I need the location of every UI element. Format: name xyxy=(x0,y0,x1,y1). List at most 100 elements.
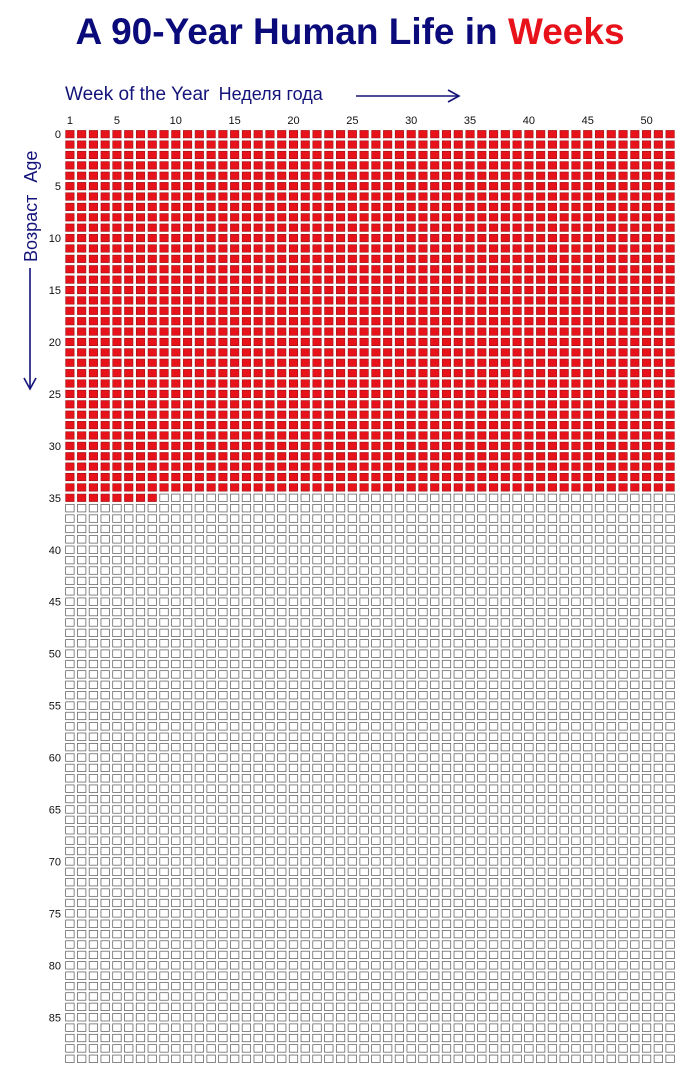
week-cell-lived xyxy=(653,265,663,274)
week-cell-lived xyxy=(300,472,310,482)
week-cell-remaining xyxy=(524,670,534,679)
week-cell-remaining xyxy=(288,971,299,980)
week-cell-remaining xyxy=(347,867,357,876)
week-cell-lived xyxy=(418,358,428,367)
week-cell-remaining xyxy=(135,524,146,534)
week-cell-remaining xyxy=(453,670,463,679)
week-cell-remaining xyxy=(359,1002,369,1011)
week-cell-lived xyxy=(665,421,675,430)
week-cell-remaining xyxy=(112,930,122,939)
week-cell-remaining xyxy=(265,805,275,814)
week-cell-lived xyxy=(218,421,228,430)
week-cell-remaining xyxy=(359,1033,369,1043)
week-cell-lived xyxy=(394,389,404,398)
week-cell-remaining xyxy=(547,763,558,773)
week-cell-remaining xyxy=(230,691,240,700)
week-cell-remaining xyxy=(253,576,263,586)
week-cell-remaining xyxy=(630,639,640,648)
week-cell-lived xyxy=(171,400,181,409)
week-cell-lived xyxy=(230,317,240,326)
week-cell-remaining xyxy=(465,711,475,721)
week-cell-remaining xyxy=(618,1054,628,1063)
week-cell-lived xyxy=(512,150,522,160)
week-cell-remaining xyxy=(406,659,416,669)
week-cell-remaining xyxy=(347,898,357,908)
week-cell-lived xyxy=(394,234,404,243)
week-cell-remaining xyxy=(288,587,299,596)
week-cell-remaining xyxy=(359,930,369,939)
week-cell-lived xyxy=(406,327,416,336)
week-cell-remaining xyxy=(641,556,652,565)
week-cell-remaining xyxy=(159,493,169,502)
week-cell-remaining xyxy=(547,732,558,741)
week-cell-remaining xyxy=(218,649,228,658)
week-cell-remaining xyxy=(277,961,287,970)
week-cell-lived xyxy=(594,213,605,222)
week-cell-remaining xyxy=(618,1002,628,1011)
week-cell-remaining xyxy=(312,701,322,710)
week-cell-remaining xyxy=(241,711,252,721)
week-cell-remaining xyxy=(500,981,510,991)
week-cell-lived xyxy=(571,171,581,180)
week-cell-lived xyxy=(230,130,240,139)
week-cell-remaining xyxy=(265,898,275,908)
week-cell-lived xyxy=(453,452,463,461)
week-cell-remaining xyxy=(171,815,181,824)
week-cell-remaining xyxy=(253,1054,263,1063)
week-cell-remaining xyxy=(536,701,546,710)
week-cell-lived xyxy=(653,410,663,419)
week-cell-remaining xyxy=(77,649,87,658)
week-cell-lived xyxy=(547,421,557,430)
week-cell-remaining xyxy=(100,898,110,908)
week-cell-remaining xyxy=(630,774,640,783)
week-cell-remaining xyxy=(583,992,593,1001)
week-cell-remaining xyxy=(594,701,605,710)
week-cell-remaining xyxy=(465,919,475,928)
week-cell-lived xyxy=(642,130,652,139)
week-cell-lived xyxy=(500,213,510,222)
week-cell-remaining xyxy=(653,1002,663,1011)
week-cell-lived xyxy=(100,254,110,263)
week-cell-lived xyxy=(324,223,334,232)
week-cell-remaining xyxy=(512,981,522,991)
week-cell-remaining xyxy=(606,711,616,721)
week-cell-lived xyxy=(124,202,134,211)
week-cell-lived xyxy=(594,369,605,378)
week-cell-remaining xyxy=(524,628,534,637)
week-cell-remaining xyxy=(641,940,652,949)
week-cell-lived xyxy=(547,462,557,471)
week-cell-remaining xyxy=(406,504,416,513)
week-cell-remaining xyxy=(77,774,87,783)
week-cell-remaining xyxy=(571,826,581,835)
week-cell-remaining xyxy=(594,909,605,918)
week-cell-lived xyxy=(347,244,357,253)
week-cell-lived xyxy=(559,202,569,211)
week-cell-lived xyxy=(642,358,652,367)
x-axis-title-ru: Неделя года xyxy=(218,84,323,104)
week-cell-remaining xyxy=(206,649,216,658)
week-cell-remaining xyxy=(265,576,275,586)
week-cell-lived xyxy=(606,348,616,357)
week-cell-remaining xyxy=(618,639,628,648)
week-cell-remaining xyxy=(547,992,558,1001)
week-cell-lived xyxy=(300,265,310,274)
week-cell-lived xyxy=(347,306,357,315)
week-cell-remaining xyxy=(253,940,263,949)
week-cell-lived xyxy=(500,317,510,326)
week-cell-remaining xyxy=(453,649,463,658)
week-cell-remaining xyxy=(206,909,216,918)
week-cell-lived xyxy=(359,161,369,170)
week-cell-lived xyxy=(465,441,475,450)
week-cell-lived xyxy=(135,296,146,305)
week-cell-remaining xyxy=(547,566,558,575)
week-cell-lived xyxy=(630,337,640,347)
week-cell-remaining xyxy=(77,888,87,897)
week-cell-lived xyxy=(441,192,452,201)
week-cell-lived xyxy=(571,441,581,450)
week-cell-lived xyxy=(665,265,675,274)
week-cell-lived xyxy=(606,472,616,482)
week-cell-remaining xyxy=(324,805,334,814)
week-cell-remaining xyxy=(159,784,169,793)
week-cell-remaining xyxy=(630,597,640,606)
week-cell-remaining xyxy=(324,743,334,752)
